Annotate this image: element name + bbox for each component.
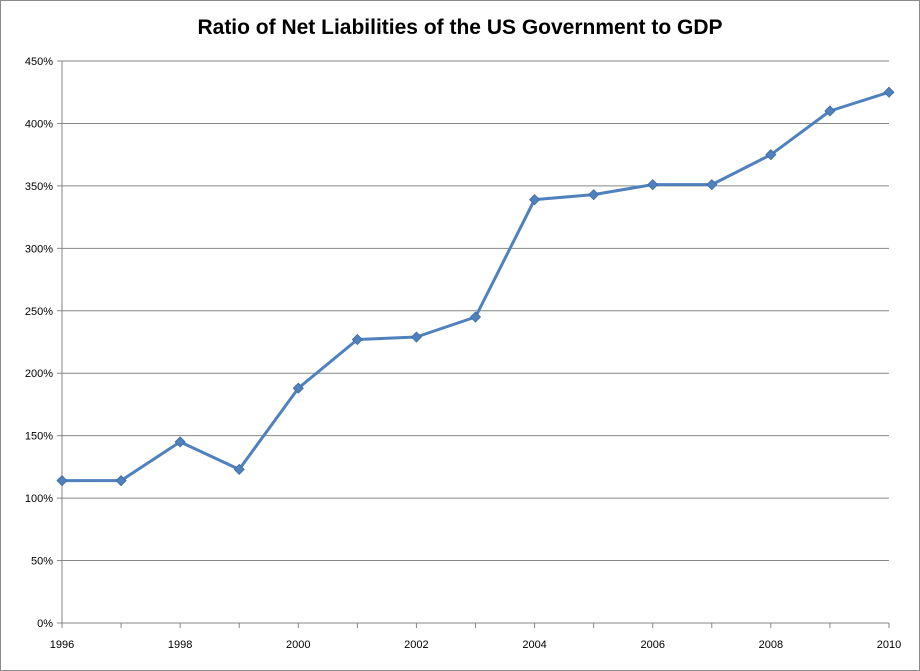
data-point-marker <box>883 86 895 98</box>
data-point-marker <box>824 105 836 117</box>
x-tick-label: 1998 <box>168 639 192 651</box>
y-tick-label: 200% <box>25 368 53 380</box>
y-tick-label: 450% <box>25 56 53 68</box>
series-line <box>60 90 891 483</box>
y-tick-labels: 0% 50% 100% 150% 200% 250% 300% 350% 400% 450% <box>25 56 53 630</box>
data-point-marker <box>174 436 186 448</box>
data-point-marker <box>529 194 541 206</box>
x-tick-label: 2006 <box>640 639 664 651</box>
data-point-marker <box>115 475 127 487</box>
gridlines <box>62 60 889 562</box>
x-tick-label: 1996 <box>50 639 74 651</box>
axes <box>57 60 890 628</box>
data-point-marker <box>469 311 482 323</box>
x-tick-label: 2010 <box>877 639 901 651</box>
y-tick-label: 350% <box>25 181 53 193</box>
data-point-marker <box>351 333 363 346</box>
series <box>56 86 895 487</box>
x-tick-labels: 1996 1998 2000 2002 2004 2006 2008 2010 <box>50 639 901 651</box>
x-tick-label: 2008 <box>759 639 783 651</box>
y-tick-label: 250% <box>25 306 53 318</box>
y-tick-label: 50% <box>31 556 53 568</box>
y-tick-label: 100% <box>25 493 53 505</box>
chart-title: Ratio of Net Liabilities of the US Gover… <box>197 16 723 39</box>
data-point-marker <box>292 382 304 394</box>
data-point-marker <box>647 179 659 191</box>
x-tick-label: 2000 <box>286 639 310 651</box>
data-point-marker <box>56 475 68 487</box>
data-point-marker <box>410 331 422 343</box>
y-tick-label: 400% <box>25 118 53 130</box>
y-tick-label: 150% <box>25 431 53 443</box>
y-tick-label: 0% <box>37 618 53 630</box>
x-tick-label: 2002 <box>404 639 428 651</box>
x-tick-label: 2004 <box>522 639 546 651</box>
data-point-marker <box>706 179 718 191</box>
data-point-marker <box>588 189 600 201</box>
y-tick-label: 300% <box>25 243 53 255</box>
data-point-marker <box>233 463 245 475</box>
data-point-marker <box>765 149 777 161</box>
